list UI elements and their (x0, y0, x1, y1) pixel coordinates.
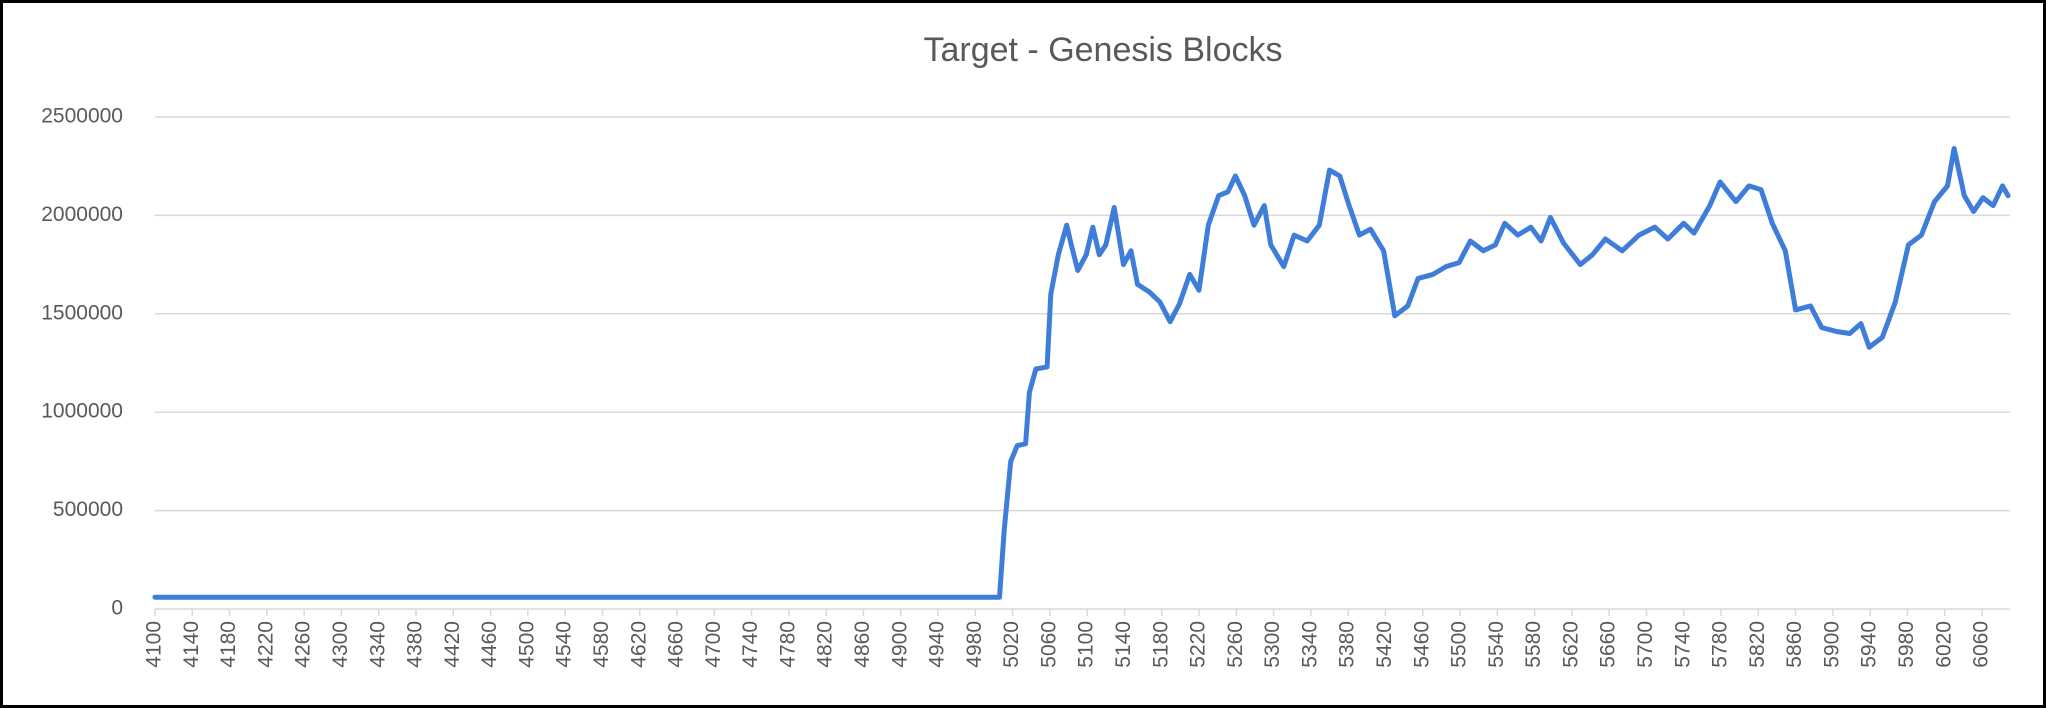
x-tick-label: 5580 (1522, 621, 1545, 668)
x-tick-label: 4700 (702, 621, 725, 668)
x-tick-label: 5180 (1149, 621, 1172, 668)
x-tick-label: 5700 (1634, 621, 1657, 668)
x-tick-label: 4820 (814, 621, 837, 668)
x-tick-label: 4300 (329, 621, 352, 668)
x-tick-label: 4260 (292, 621, 315, 668)
x-tick-label: 5860 (1783, 621, 1806, 668)
x-tick-label: 5460 (1410, 621, 1433, 668)
x-tick-label: 4100 (143, 621, 166, 668)
x-tick-label: 4940 (926, 621, 949, 668)
x-tick-label: 5020 (1000, 621, 1023, 668)
chart-title: Target - Genesis Blocks (923, 31, 1282, 69)
x-tick-label: 5820 (1746, 621, 1769, 668)
x-tick-label: 5100 (1075, 621, 1098, 668)
x-tick-label: 5980 (1895, 621, 1918, 668)
x-tick-label: 5260 (1224, 621, 1247, 668)
x-tick-label: 5540 (1485, 621, 1508, 668)
x-tick-label: 4460 (478, 621, 501, 668)
x-tick-label: 4180 (217, 621, 240, 668)
x-tick-label: 5900 (1820, 621, 1843, 668)
x-tick-label: 4500 (515, 621, 538, 668)
x-tick-label: 4380 (404, 621, 427, 668)
x-tick-label: 4540 (553, 621, 576, 668)
x-tick-label: 4420 (441, 621, 464, 668)
x-tick-label: 4780 (776, 621, 799, 668)
y-tick-label: 1500000 (41, 301, 123, 324)
x-tick-label: 4900 (888, 621, 911, 668)
x-tick-label: 6020 (1932, 621, 1955, 668)
x-tick-label: 4220 (254, 621, 277, 668)
x-tick-label: 4140 (180, 621, 203, 668)
x-tick-label: 5660 (1597, 621, 1620, 668)
x-tick-label: 5780 (1709, 621, 1732, 668)
line (152, 146, 2011, 600)
x-tick-label: 5620 (1559, 621, 1582, 668)
x-tick-label: 4620 (627, 621, 650, 668)
x-tick-label: 4860 (851, 621, 874, 668)
x-tick-label: 5140 (1112, 621, 1135, 668)
x-tick-label: 5220 (1187, 621, 1210, 668)
x-tick-label: 5500 (1448, 621, 1471, 668)
x-tick-label: 5940 (1858, 621, 1881, 668)
x-tick-label: 4660 (665, 621, 688, 668)
x-tick-label: 6060 (1970, 621, 1993, 668)
x-tick-label: 4580 (590, 621, 613, 668)
y-tick-label: 2500000 (41, 105, 123, 128)
x-tick-label: 4980 (963, 621, 986, 668)
y-tick-label: 0 (111, 597, 123, 620)
x-tick-label: 5420 (1373, 621, 1396, 668)
y-tick-label: 2000000 (41, 203, 123, 226)
y-tick-label: 1000000 (41, 400, 123, 423)
x-tick-label: 5300 (1261, 621, 1284, 668)
x-tick-label: 4340 (366, 621, 389, 668)
x-tick-label: 4740 (739, 621, 762, 668)
x-tick-label: 5380 (1336, 621, 1359, 668)
x-tick-label: 5060 (1037, 621, 1060, 668)
x-tick-label: 5740 (1671, 621, 1694, 668)
x-tick-label: 5340 (1298, 621, 1321, 668)
y-tick-label: 500000 (53, 498, 123, 521)
